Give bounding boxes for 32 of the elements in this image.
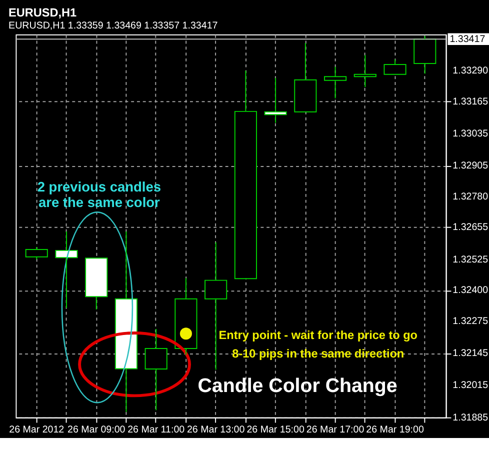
annotation: 2 previous candles are the same color xyxy=(37,180,162,210)
x-tick-label: 26 Mar 19:00 xyxy=(366,424,424,436)
x-tick-label: 26 Mar 13:00 xyxy=(186,424,246,436)
x-tick-label: 26 Mar 15:00 xyxy=(246,424,305,436)
y-tick-label: 1.32400 xyxy=(452,285,489,296)
y-tick-label: 1.32015 xyxy=(452,380,489,392)
x-tick-label: 26 Mar 09:00 xyxy=(67,424,126,436)
x-tick-label: 26 Mar 17:00 xyxy=(306,424,365,436)
y-tick-label: 1.33035 xyxy=(452,128,489,140)
x-tick-label: 26 Mar 11:00 xyxy=(128,424,186,436)
y-tick-label: 1.33165 xyxy=(452,96,489,108)
chart-title: EURUSD,H1 xyxy=(8,6,78,20)
y-tick-label: 1.32655 xyxy=(452,222,489,234)
candlestick xyxy=(25,246,48,260)
y-tick-label: 1.32905 xyxy=(452,160,489,172)
candlestick xyxy=(55,230,78,308)
annotation: Candle Color Change xyxy=(198,374,398,397)
y-tick-label: 1.32145 xyxy=(452,348,489,360)
chart-subtitle: EURUSD,H1 1.33359 1.33469 1.33357 1.33417 xyxy=(8,20,218,32)
y-tick-label: 1.32275 xyxy=(452,316,489,327)
y-tick-label: 1.33290 xyxy=(452,65,489,76)
y-tick-label: 1.32780 xyxy=(452,191,489,202)
candlestick xyxy=(264,77,287,124)
y-tick-label: 1.31885 xyxy=(452,412,489,424)
annotation: Entry point - wait for the price to go 8-10 pips in the same direction xyxy=(218,328,418,360)
candlestick xyxy=(414,35,436,74)
candlestick xyxy=(144,328,168,411)
ref-line-label: 1.33417 xyxy=(450,34,486,46)
x-tick-label: 26 Mar 2012 xyxy=(9,424,64,436)
candlestick xyxy=(324,66,347,99)
candlestick xyxy=(354,54,376,88)
y-tick-label: 1.32525 xyxy=(452,254,489,266)
